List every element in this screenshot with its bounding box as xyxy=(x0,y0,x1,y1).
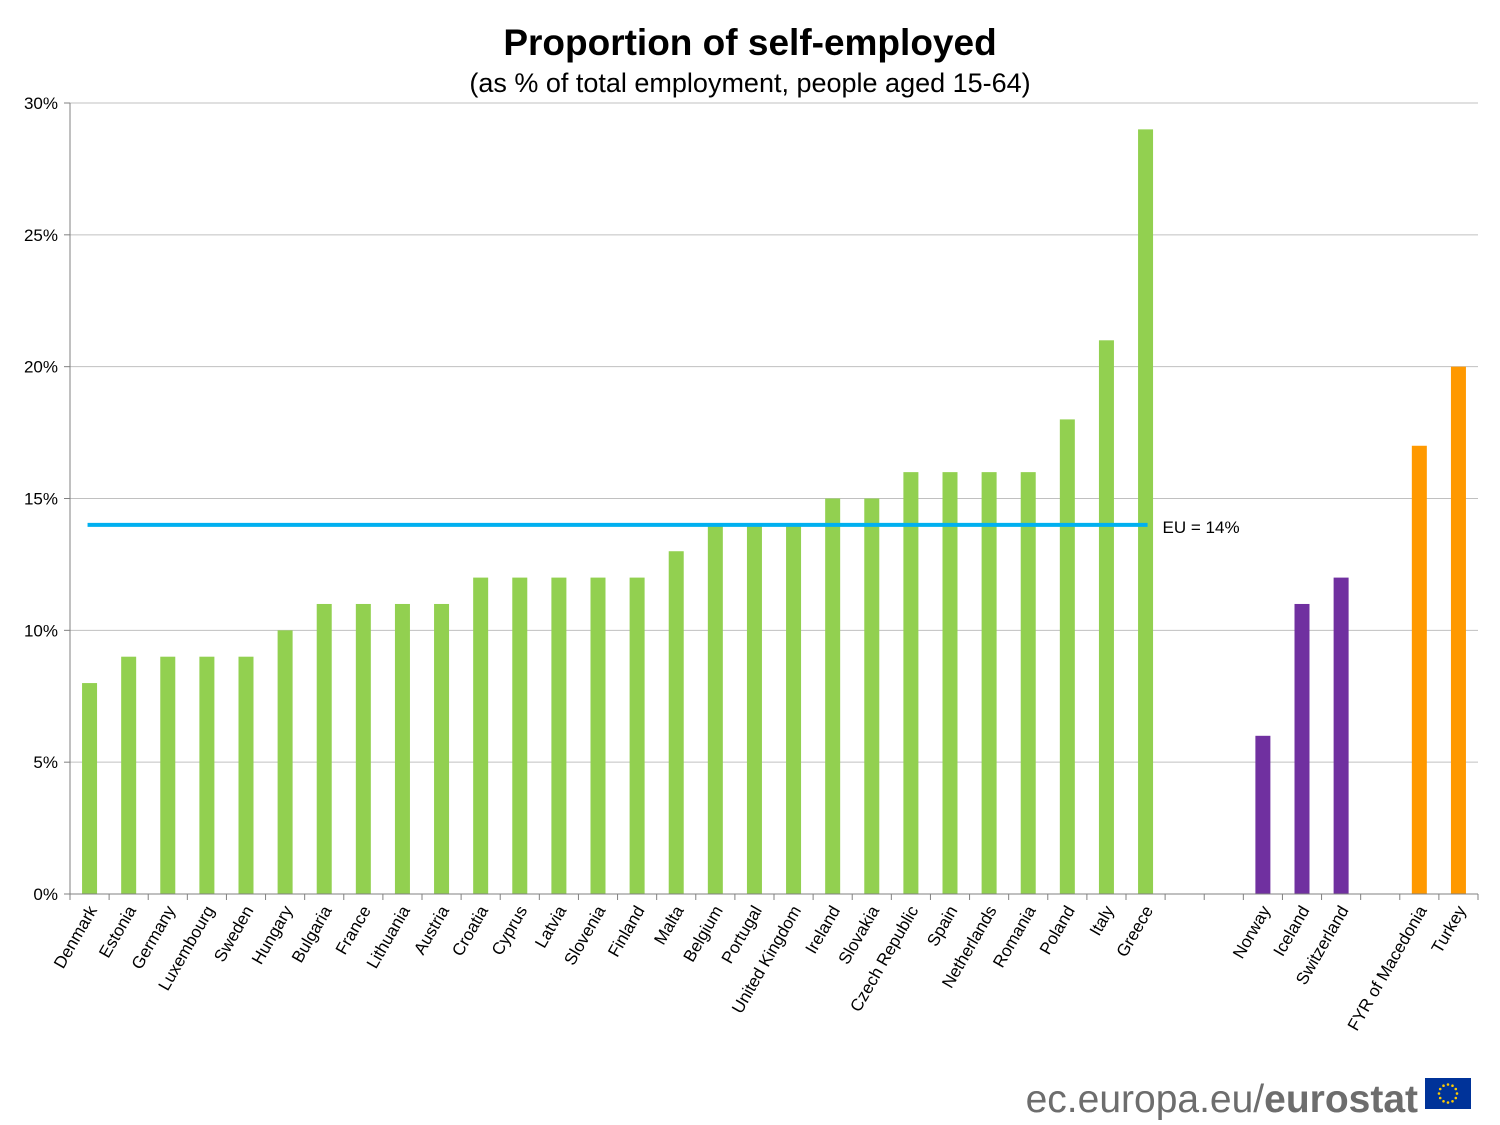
eu-average-label: EU = 14% xyxy=(1163,518,1240,537)
bar xyxy=(473,577,489,894)
category-label: France xyxy=(332,903,375,958)
eurostat-logo: ec.europa.eu/eurostat xyxy=(1026,1078,1471,1121)
star-icon xyxy=(1438,1096,1442,1100)
category-label: Iceland xyxy=(1270,903,1314,960)
bars xyxy=(82,129,1466,895)
category-label: Finland xyxy=(604,903,648,961)
star-icon xyxy=(1451,1099,1454,1103)
bar xyxy=(1059,419,1075,894)
category-label: Spain xyxy=(923,903,961,950)
bar xyxy=(981,472,997,894)
bar xyxy=(394,603,410,894)
svg-text:ec.europa.eu/eurostat: ec.europa.eu/eurostat xyxy=(1026,1078,1418,1121)
y-tick-label: 20% xyxy=(24,358,58,377)
bar xyxy=(316,603,332,894)
bar xyxy=(1294,603,1310,894)
brand-name: eurostat xyxy=(1264,1078,1418,1121)
star-icon xyxy=(1446,1083,1450,1086)
gridlines xyxy=(70,102,1478,763)
category-label: Italy xyxy=(1086,902,1118,939)
brand-prefix: ec.europa.eu/ xyxy=(1026,1078,1265,1121)
category-label: Malta xyxy=(650,902,688,948)
bar xyxy=(629,577,645,894)
category-labels: DenmarkEstoniaGermanyLuxembourgSwedenHun… xyxy=(50,902,1470,1034)
star-icon xyxy=(1446,1101,1450,1104)
bar xyxy=(160,656,176,894)
category-label: Denmark xyxy=(50,902,101,972)
bar xyxy=(942,472,958,894)
bar xyxy=(1255,735,1271,894)
eu-flag-stars xyxy=(1437,1083,1459,1104)
category-label: Latvia xyxy=(531,902,570,951)
category-label: Greece xyxy=(1113,903,1157,961)
chart-title: Proportion of self-employed xyxy=(503,22,996,63)
bar xyxy=(199,656,215,894)
y-tick-label: 25% xyxy=(24,226,58,245)
bar xyxy=(825,498,841,894)
y-tick-label: 30% xyxy=(24,94,58,113)
axes xyxy=(69,103,1479,900)
star-icon xyxy=(1442,1084,1445,1088)
y-tick-label: 10% xyxy=(24,621,58,640)
star-icon xyxy=(1442,1099,1445,1103)
bar xyxy=(786,524,802,894)
category-label: Croatia xyxy=(448,902,492,959)
bar xyxy=(355,603,371,894)
star-icon xyxy=(1437,1092,1441,1095)
category-label: Turkey xyxy=(1428,902,1470,956)
bar xyxy=(1333,577,1349,894)
bar xyxy=(121,656,137,894)
eu-reference: EU = 14% xyxy=(87,518,1240,537)
bar xyxy=(1098,340,1114,894)
bar xyxy=(512,577,528,894)
y-axis-ticks: 0% 5% 10% 15% 20% 25% 30% xyxy=(24,94,70,904)
category-label: Poland xyxy=(1036,903,1079,958)
y-tick-label: 0% xyxy=(33,885,58,904)
eu-flag-icon xyxy=(1425,1078,1471,1109)
bar xyxy=(1450,366,1466,895)
category-label: Ireland xyxy=(802,903,844,958)
star-icon xyxy=(1455,1092,1459,1095)
bar xyxy=(903,472,919,894)
y-tick-label: 5% xyxy=(33,753,58,772)
star-icon xyxy=(1454,1096,1458,1100)
bar xyxy=(238,656,254,894)
category-label: Austria xyxy=(410,902,453,958)
chart-subtitle: (as % of total employment, people aged 1… xyxy=(469,68,1030,98)
star-icon xyxy=(1454,1087,1458,1091)
bar xyxy=(590,577,606,894)
category-label: FYR of Macedonia xyxy=(1344,902,1431,1034)
bar xyxy=(746,524,762,894)
star-icon xyxy=(1451,1084,1454,1088)
bar xyxy=(1020,472,1036,894)
bar xyxy=(864,498,880,894)
category-label: Cyprus xyxy=(488,903,531,959)
bar xyxy=(277,630,293,894)
bar xyxy=(707,524,723,894)
bar xyxy=(668,551,684,894)
bar xyxy=(434,603,450,894)
y-tick-label: 15% xyxy=(24,490,58,509)
bar xyxy=(1138,129,1154,894)
star-icon xyxy=(1438,1087,1442,1091)
bar xyxy=(551,577,567,894)
bar xyxy=(1411,445,1427,894)
bar xyxy=(82,683,98,894)
category-label: Norway xyxy=(1229,902,1275,962)
